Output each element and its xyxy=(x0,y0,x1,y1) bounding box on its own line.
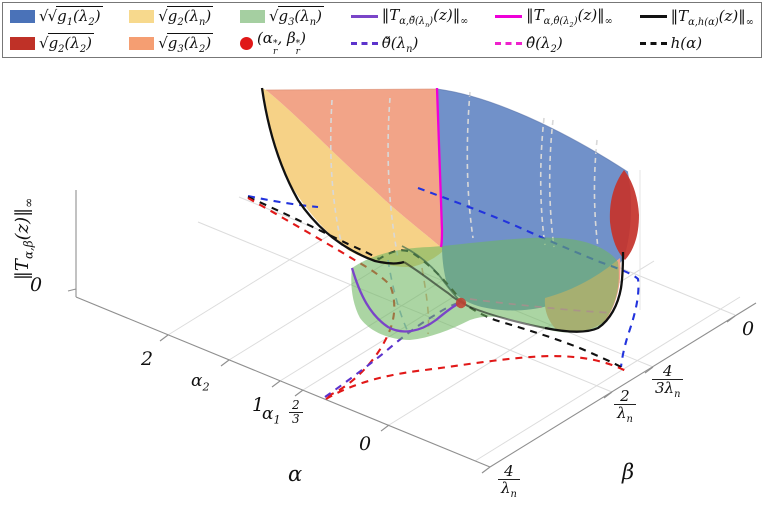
legend-entry-g3-lambda2: √g3(λ2) xyxy=(129,30,214,57)
legend-label: θ̂(λ2) xyxy=(526,34,563,55)
surface-g2-lambda2-red xyxy=(609,170,639,260)
surface-g2-lambdan-yellow xyxy=(262,88,444,268)
alpha-tick-1: 1 xyxy=(252,394,265,416)
surface-g3-lambda2-orange xyxy=(266,89,444,250)
beta-tick-2-lambdan: 2 λn xyxy=(614,388,636,425)
alpha-axis xyxy=(75,296,491,468)
legend-entry-norm-h-alpha: ‖Tα,h(α)(z)‖∞ xyxy=(639,3,754,30)
legend-entry-g1-lambda2: √√g1(λ2) xyxy=(10,3,103,30)
axes-lines xyxy=(67,190,757,474)
legend-column-2: √g2(λn) √g3(λ2) xyxy=(129,3,214,57)
legend-label: ‖Tα,θ̌(λn)(z)‖∞ xyxy=(381,6,469,29)
alpha-axis-label: α xyxy=(288,462,303,486)
alpha-tick-alpha1: α1 xyxy=(262,404,281,427)
legend-column-6: ‖Tα,h(α)(z)‖∞ h(α) xyxy=(639,3,754,57)
red-dashed-hook xyxy=(247,197,396,399)
legend-entry-norm-theta-check: ‖Tα,θ̌(λn)(z)‖∞ xyxy=(350,3,469,30)
theta-check-solid-curve xyxy=(350,267,461,333)
legend-swatch-line-icon xyxy=(495,15,523,18)
legend-swatch-patch-icon xyxy=(10,10,35,23)
legend-column-4: ‖Tα,θ̌(λn)(z)‖∞ θ̌(λn) xyxy=(350,3,469,57)
legend-label: ‖Tα,θ̂(λ2)(z)‖∞ xyxy=(526,6,613,29)
legend-swatch-dash-icon xyxy=(495,42,523,45)
fold-edge xyxy=(401,245,462,303)
legend-label: h(α) xyxy=(670,34,703,52)
top-edge-orange xyxy=(265,88,438,91)
legend-label: √g3(λn) xyxy=(268,6,325,28)
legend-swatch-patch-icon xyxy=(239,10,265,23)
surface-g3-lambdan-green xyxy=(351,237,619,340)
legend-entry-optimum-point: (α * r, β * r) xyxy=(239,28,324,57)
legend-label: √g3(λ2) xyxy=(158,33,214,55)
legend-column-3: √g3(λn) (α * r, β * r) xyxy=(239,3,325,57)
legend-swatch-patch-icon xyxy=(129,10,155,23)
legend-label: (α * r, β * r) xyxy=(256,28,307,57)
legend-swatch-dash-icon xyxy=(639,42,667,45)
legend-swatch-line-icon xyxy=(639,15,667,18)
legend-entry-g2-lambda2: √g2(λ2) xyxy=(10,30,103,57)
legend-column-1: √√g1(λ2) √g2(λ2) xyxy=(10,3,103,57)
legend-swatch-line-icon xyxy=(350,15,378,18)
legend-entry-norm-theta-hat: ‖Tα,θ̂(λ2)(z)‖∞ xyxy=(495,3,613,30)
legend-swatch-dot-icon xyxy=(239,37,253,50)
red-dashed-arc xyxy=(325,354,629,400)
theta-hat-solid-curve xyxy=(435,87,444,248)
blue-dashed-projection-2 xyxy=(417,187,640,368)
legend-label: θ̌(λn) xyxy=(381,34,419,55)
blue-dashed-projection xyxy=(247,194,319,209)
beta-axis-label: β xyxy=(622,460,635,484)
top-edge-blue xyxy=(436,88,629,173)
legend-swatch-dash-icon xyxy=(350,42,378,45)
legend-label: √g2(λn) xyxy=(158,6,214,28)
beta-tick-4-lambdan: 4 λn xyxy=(498,463,520,500)
legend-label: √√g1(λ2) xyxy=(39,6,103,28)
legend-label: √g2(λ2) xyxy=(39,33,94,55)
z-axis-label: ‖Tα,β(z)‖∞ xyxy=(12,197,36,281)
legend-label: ‖Tα,h(α)(z)‖∞ xyxy=(670,7,754,28)
z-tick-0: 0 xyxy=(30,274,43,296)
beta-tick-0: 0 xyxy=(742,318,755,340)
legend-entry-g3-lambdan: √g3(λn) xyxy=(239,3,325,30)
beta-tick-4-3lambdan: 4 3λn xyxy=(652,363,684,400)
alpha-tick-0: 0 xyxy=(359,433,372,455)
beta-axis xyxy=(489,302,757,468)
alpha-tick-alpha2: α2 xyxy=(191,371,210,394)
legend-column-5: ‖Tα,θ̂(λ2)(z)‖∞ θ̂(λ2) xyxy=(495,3,613,57)
legend-swatch-patch-icon xyxy=(129,37,155,50)
legend-entry-h-alpha: h(α) xyxy=(639,30,754,57)
legend-entry-theta-hat: θ̂(λ2) xyxy=(495,30,613,57)
legend: √√g1(λ2) √g2(λ2) √g2(λn) √g3(λ2) √g3(λn) (α * r… xyxy=(2,2,762,58)
legend-swatch-patch-icon xyxy=(10,37,35,50)
legend-entry-g2-lambdan: √g2(λn) xyxy=(129,3,214,30)
legend-entry-theta-check: θ̌(λn) xyxy=(350,30,469,57)
optimum-point-marker xyxy=(455,297,467,309)
alpha-tick-2: 2 xyxy=(141,348,154,370)
